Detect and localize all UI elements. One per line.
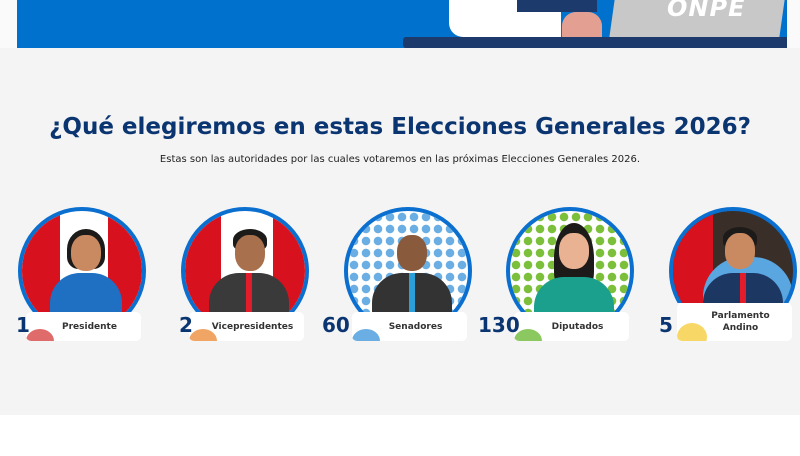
authority-diputados: Diputados 130 bbox=[478, 207, 656, 347]
authority-label: Vicepresidentes bbox=[211, 321, 294, 332]
authority-card: Diputados bbox=[514, 312, 629, 341]
banner-bar bbox=[403, 37, 787, 48]
authority-parlamento-andino: Parlamento Andino 5 bbox=[659, 207, 800, 347]
authority-label: Parlamento Andino bbox=[711, 311, 770, 333]
authority-label: Senadores bbox=[388, 321, 443, 332]
diputados-illustration bbox=[506, 207, 634, 312]
authority-card: Senadores bbox=[352, 312, 467, 341]
authority-vicepresidentes: Vicepresidentes 2 bbox=[179, 207, 331, 347]
banner-illustration-skin bbox=[562, 12, 602, 37]
authority-label: Presidente bbox=[62, 321, 117, 332]
onpe-logo: ONPE bbox=[667, 0, 746, 22]
authority-count: 2 bbox=[179, 313, 193, 337]
senadores-illustration bbox=[344, 207, 472, 312]
presidente-illustration bbox=[18, 207, 146, 312]
page-subtitle: Estas son las autoridades por las cuales… bbox=[159, 154, 641, 165]
authority-count: 60 bbox=[322, 313, 350, 337]
authority-card: Presidente bbox=[26, 312, 141, 341]
authority-card: Vicepresidentes bbox=[189, 312, 304, 341]
hero-banner: ONPE bbox=[17, 0, 787, 48]
authority-count: 1 bbox=[16, 313, 30, 337]
authority-count: 130 bbox=[478, 313, 520, 337]
authority-count: 5 bbox=[659, 313, 673, 337]
authority-card: Parlamento Andino bbox=[677, 303, 792, 341]
authority-label: Diputados bbox=[551, 321, 604, 332]
parlamento-andino-illustration bbox=[669, 207, 797, 303]
authority-senadores: Senadores 60 bbox=[322, 207, 494, 347]
banner-illustration-sleeve bbox=[517, 0, 597, 12]
authority-presidente: Presidente 1 bbox=[16, 207, 168, 347]
page-title: ¿Qué elegiremos en estas Elecciones Gene… bbox=[49, 114, 751, 140]
vicepresidentes-illustration bbox=[181, 207, 309, 312]
